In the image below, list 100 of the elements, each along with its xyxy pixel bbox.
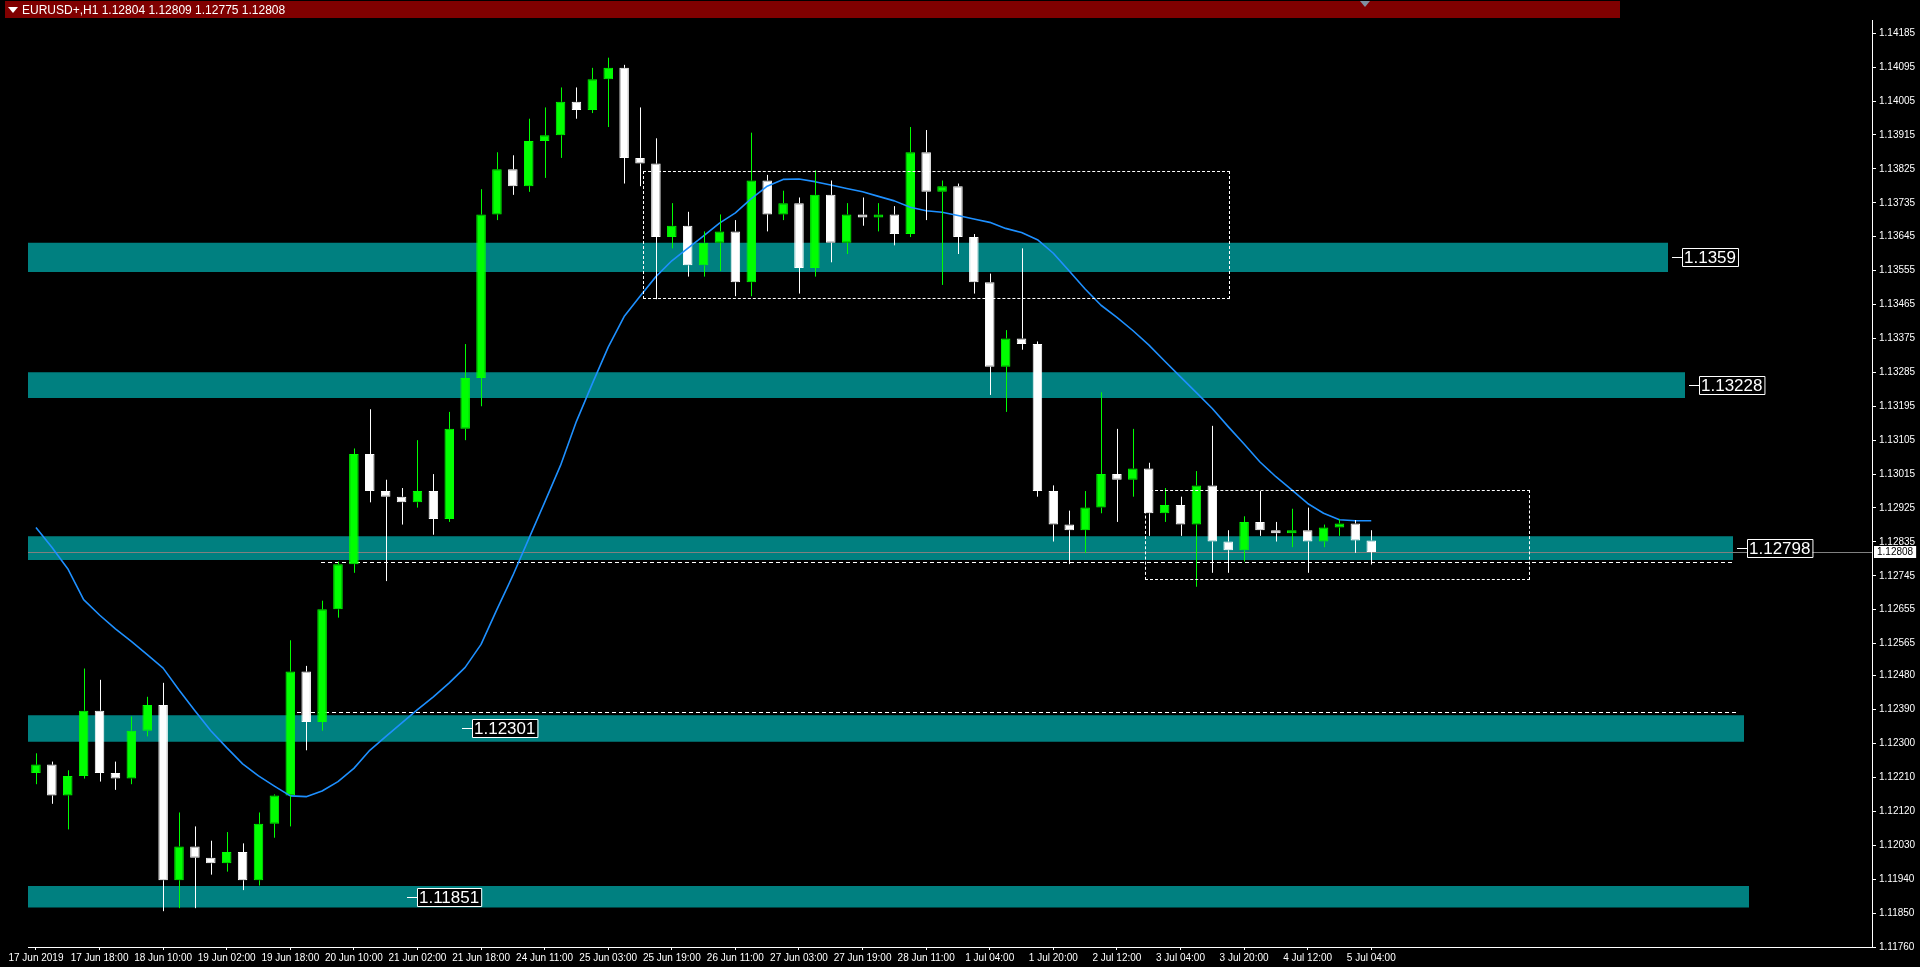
y-tick-label: 1.12300 [1879,737,1916,749]
candlestick [937,180,947,286]
candlestick [889,205,900,246]
y-tick-label: 1.12480 [1879,669,1916,681]
candlestick [285,639,296,827]
candlestick [905,126,916,238]
candlestick [158,682,168,912]
candlestick [31,752,41,785]
candlestick [539,106,550,179]
candlestick [492,151,502,221]
x-tick-label: 5 Jul 04:00 [1346,951,1397,963]
candlestick [412,439,423,509]
candlestick [826,180,836,263]
y-tick-label: 1.12390 [1879,703,1916,715]
x-tick-label: 17 Jun 2019 [8,951,64,963]
y-tick-label: 1.13825 [1879,162,1916,174]
y-tick-label: 1.13735 [1879,196,1916,208]
band-label: 1.12798 [1749,538,1811,558]
candlestick [333,561,343,619]
candlestick [508,154,518,196]
candlestick [921,129,931,221]
candlestick [1287,508,1297,548]
candlestick [78,668,89,780]
y-tick-label: 1.14185 [1879,26,1916,38]
candlestick [62,769,73,830]
y-tick-label: 1.12210 [1879,771,1916,783]
y-tick-label: 1.12120 [1879,805,1916,817]
candlestick [126,715,137,785]
candlestick [1239,515,1249,562]
y-tick-label: 1.13645 [1879,230,1916,242]
band-label: 1.1359 [1684,247,1736,267]
x-tick-label: 27 Jun 19:00 [833,951,892,963]
x-tick-label: 21 Jun 18:00 [452,951,511,963]
candlestick [1000,329,1011,413]
y-tick-label: 1.13555 [1879,264,1916,276]
x-tick-label: 3 Jul 04:00 [1156,951,1206,963]
candlestick [1350,519,1361,554]
x-tick-label: 25 Jun 19:00 [642,951,702,963]
x-tick-label: 26 Jun 11:00 [706,951,765,963]
ref-line-label: 1.12808 [1877,545,1914,557]
candlestick [587,67,598,114]
y-tick-label: 1.12655 [1879,603,1916,615]
candlestick [110,761,121,791]
candlestick [730,219,741,297]
y-tick-label: 1.12030 [1879,839,1916,851]
x-tick-label: 3 Jul 20:00 [1219,951,1269,963]
y-tick-label: 1.11850 [1879,906,1915,918]
candlestick [984,273,995,396]
candlestick [714,213,725,272]
x-tick-label: 18 Jun 10:00 [134,951,193,963]
y-tick-label: 1.13465 [1879,298,1916,310]
y-tick-label: 1.12835 [1879,535,1916,547]
x-tick-label: 19 Jun 02:00 [197,951,257,963]
chart-title: EURUSD+,H1 1.12804 1.12809 1.12775 1.12808 [22,3,286,17]
y-tick-label: 1.13015 [1879,467,1916,479]
y-tick-label: 1.11760 [1879,940,1915,952]
x-tick-label: 20 Jun 10:00 [324,951,384,963]
candlestick [1048,484,1059,543]
candlestick [237,842,248,891]
x-tick-label: 25 Jun 03:00 [579,951,638,963]
band-label: 1.11851 [419,887,480,907]
candlestick [619,64,629,185]
band-label: 1.12301 [474,718,536,738]
candlestick [651,137,661,300]
candlestick [142,696,152,737]
candlestick [317,600,327,732]
candlestick [1016,247,1027,351]
candlestick [1334,518,1345,537]
band-label: 1.13228 [1701,375,1763,395]
candlestick [1271,521,1281,543]
candlestick [253,811,264,887]
candlestick [1175,496,1186,537]
candlestick [460,343,470,441]
candlestick [523,118,534,193]
y-tick-label: 1.14005 [1879,94,1916,106]
candlestick [1032,340,1043,498]
candlestick [1096,391,1106,514]
candlestick [365,408,375,503]
y-tick-label: 1.13285 [1879,366,1916,378]
candlestick [762,174,772,232]
y-tick-label: 1.12925 [1879,501,1916,513]
candlestick [841,202,852,255]
candlestick [349,447,359,574]
candlestick [810,169,820,278]
y-tick-label: 1.12745 [1879,569,1916,581]
x-tick-label: 21 Jun 02:00 [388,951,447,963]
candlestick [444,411,455,523]
candlestick [698,230,709,278]
y-tick-label: 1.12565 [1879,637,1916,649]
candlestick [1080,490,1090,554]
candlestick [969,233,979,295]
y-tick-label: 1.14095 [1879,60,1916,72]
candlestick [635,106,645,187]
candlestick [1255,490,1265,537]
y-tick-label: 1.13105 [1879,433,1916,445]
candlestick [1112,428,1122,523]
candlestick [555,86,566,159]
x-tick-label: 1 Jul 20:00 [1028,951,1079,963]
x-tick-label: 27 Jun 03:00 [770,951,829,963]
x-tick-label: 4 Jul 12:00 [1283,951,1333,963]
